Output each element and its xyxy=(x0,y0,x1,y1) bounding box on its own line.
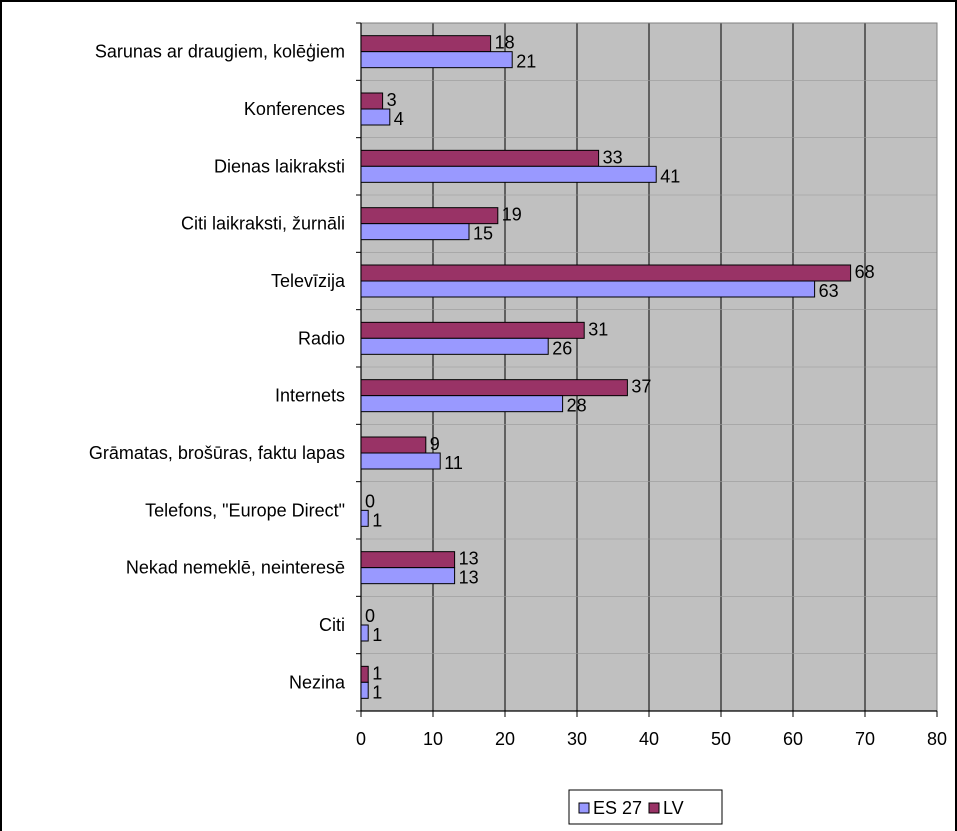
bar-lv xyxy=(360,264,852,282)
bar-es-27 xyxy=(360,681,369,699)
bar-lv xyxy=(360,149,600,167)
x-tick-label: 50 xyxy=(711,729,731,749)
legend-label: ES 27 xyxy=(593,798,642,818)
category-label: Nekad nemeklē, neinteresē xyxy=(126,558,345,578)
data-label: 13 xyxy=(459,549,479,569)
data-label: 4 xyxy=(394,109,404,129)
bar-es-27 xyxy=(360,567,456,585)
data-label: 1 xyxy=(372,682,382,702)
bar-es-27 xyxy=(360,223,470,241)
bar-es-27 xyxy=(360,395,564,413)
bar-es-27 xyxy=(360,452,441,470)
data-label: 33 xyxy=(603,147,623,167)
x-tick-label: 60 xyxy=(783,729,803,749)
data-label: 15 xyxy=(473,224,493,244)
data-label: 21 xyxy=(516,52,536,72)
category-label: Grāmatas, brošūras, faktu lapas xyxy=(89,443,345,463)
category-label: Sarunas ar draugiem, kolēģiem xyxy=(95,42,345,62)
bar-es-27 xyxy=(360,280,816,298)
data-label: 11 xyxy=(444,453,463,473)
bar-es-27 xyxy=(360,624,369,642)
data-label: 1 xyxy=(372,510,382,530)
category-label: Televīzija xyxy=(271,271,346,291)
category-label: Citi xyxy=(319,615,345,635)
data-label: 18 xyxy=(495,33,515,53)
bar-lv xyxy=(360,551,456,569)
data-label: 26 xyxy=(552,338,572,358)
data-label: 0 xyxy=(365,606,375,626)
category-label: Dienas laikraksti xyxy=(214,156,345,176)
category-label: Internets xyxy=(275,386,345,406)
data-label: 63 xyxy=(819,281,839,301)
x-tick-label: 30 xyxy=(567,729,587,749)
bar-es-27 xyxy=(360,337,549,355)
legend-swatch xyxy=(648,802,660,814)
bar-es-27 xyxy=(360,108,391,126)
data-label: 13 xyxy=(459,568,479,588)
data-label: 19 xyxy=(502,205,522,225)
data-label: 1 xyxy=(372,663,382,683)
data-label: 31 xyxy=(588,319,608,339)
category-label: Radio xyxy=(298,328,345,348)
x-tick-label: 0 xyxy=(356,729,366,749)
bar-lv xyxy=(360,321,585,339)
category-label: Nezina xyxy=(289,672,346,692)
bar-es-27 xyxy=(360,165,657,183)
bar-lv xyxy=(360,207,499,225)
data-label: 37 xyxy=(631,377,651,397)
bar-lv xyxy=(360,92,384,110)
data-label: 28 xyxy=(567,396,587,416)
x-tick-label: 80 xyxy=(927,729,947,749)
category-label: Konferences xyxy=(244,99,345,119)
legend-label: LV xyxy=(663,798,684,818)
data-label: 1 xyxy=(372,625,382,645)
x-tick-label: 40 xyxy=(639,729,659,749)
bar-lv xyxy=(360,436,427,454)
x-tick-label: 10 xyxy=(423,729,443,749)
category-label: Citi laikraksti, žurnāli xyxy=(181,214,345,234)
data-label: 9 xyxy=(430,434,440,454)
data-label: 41 xyxy=(660,166,680,186)
data-label: 3 xyxy=(387,90,397,110)
bar-es-27 xyxy=(360,51,513,69)
bar-lv xyxy=(360,35,492,53)
legend-swatch xyxy=(578,802,590,814)
x-tick-label: 20 xyxy=(495,729,515,749)
x-tick-label: 70 xyxy=(855,729,875,749)
bar-lv xyxy=(360,379,628,397)
legend: ES 27 LV xyxy=(568,789,723,825)
data-label: 68 xyxy=(855,262,875,282)
bar-lv xyxy=(360,665,369,683)
bar-es-27 xyxy=(360,509,369,527)
category-label: Telefons, "Europe Direct" xyxy=(145,500,345,520)
legend-box xyxy=(568,789,723,825)
data-label: 0 xyxy=(365,491,375,511)
